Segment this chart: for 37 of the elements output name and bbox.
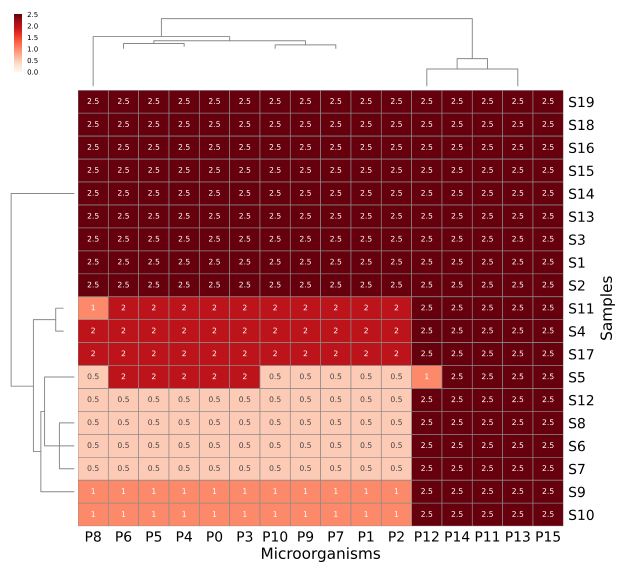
- y-tick-label: S13: [569, 211, 594, 222]
- x-axis-title: Microorganisms: [262, 547, 380, 562]
- y-axis-title: Samples: [600, 276, 615, 340]
- x-tick-label: P6: [116, 531, 132, 542]
- y-tick-label: S10: [569, 510, 594, 520]
- y-tick-label: S18: [569, 120, 594, 130]
- y-tick-label: S5: [569, 372, 585, 382]
- x-tick-label: P7: [328, 531, 344, 542]
- x-tick-label: P13: [506, 531, 530, 542]
- x-tick-label: P15: [536, 531, 560, 542]
- x-tick-label: P2: [389, 531, 404, 542]
- y-tick-label: S4: [569, 326, 586, 337]
- x-tick-label: P5: [146, 531, 162, 542]
- x-tick-label: P4: [176, 531, 192, 542]
- y-tick-label: S9: [569, 486, 585, 498]
- y-tick-label: S19: [569, 96, 594, 108]
- y-tick-label: S17: [569, 349, 594, 360]
- x-tick-label: P14: [445, 531, 470, 542]
- x-tick-label: P1: [358, 531, 374, 542]
- x-tick-label: P3: [238, 531, 252, 542]
- y-tick-label: S11: [569, 303, 594, 314]
- y-tick-label: S3: [569, 234, 585, 245]
- x-tick-label: P9: [298, 531, 314, 542]
- y-tick-label: S8: [569, 418, 585, 428]
- x-tick-label: P8: [86, 531, 101, 542]
- x-tick-label: P0: [207, 531, 222, 542]
- y-tick-label: S15: [569, 166, 594, 176]
- x-tick-label: P11: [476, 531, 500, 542]
- y-tick-label: S12: [569, 394, 594, 406]
- y-tick-label: S6: [569, 440, 585, 452]
- x-tick-label: P10: [263, 531, 288, 542]
- y-tick-label: S2: [569, 280, 584, 291]
- y-tick-label: S7: [569, 464, 585, 474]
- y-tick-label: S14: [569, 188, 594, 199]
- y-tick-label: S16: [569, 142, 594, 154]
- x-tick-label: P12: [415, 531, 438, 542]
- y-tick-label: S1: [569, 257, 585, 268]
